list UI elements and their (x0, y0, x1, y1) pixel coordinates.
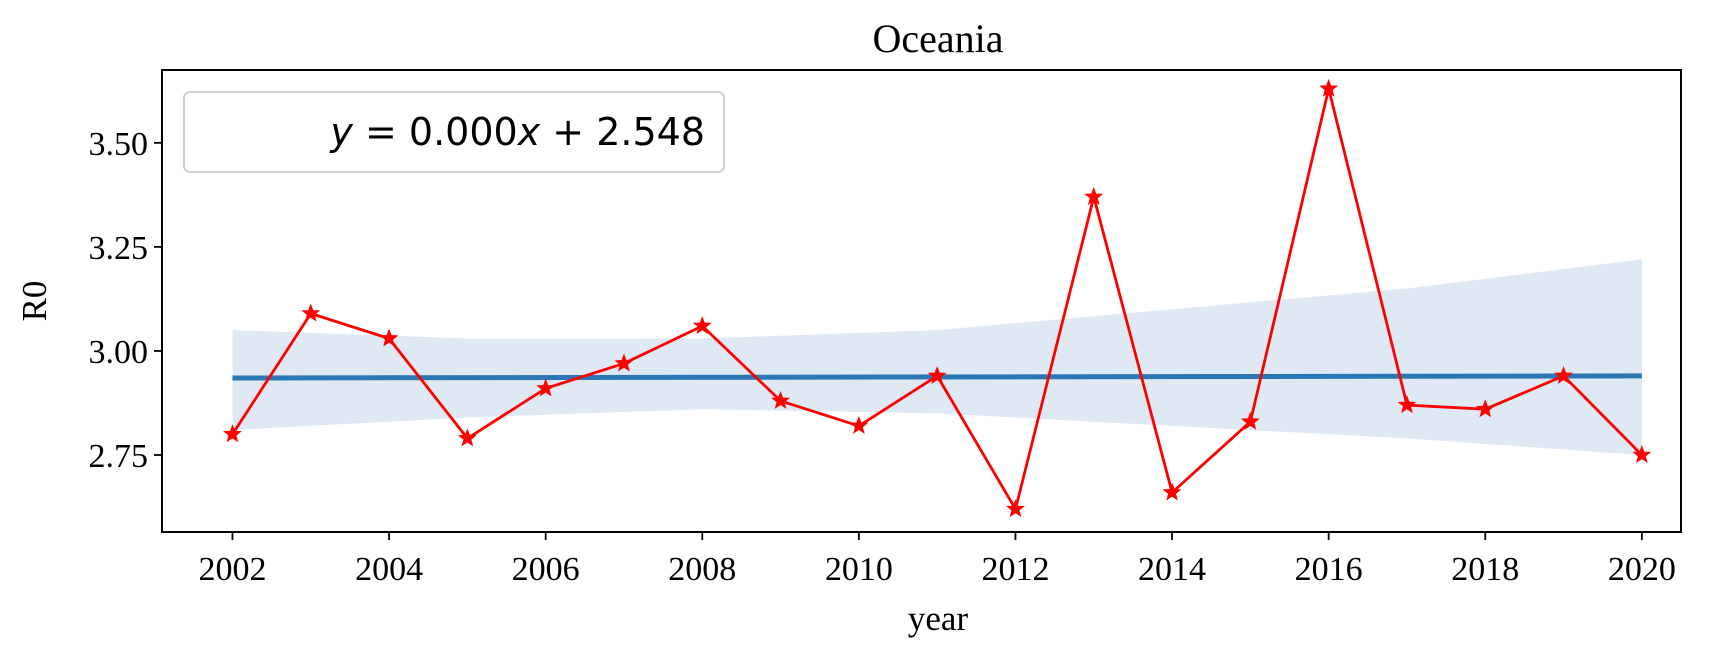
data-point (614, 353, 634, 372)
data-point (1162, 482, 1182, 501)
x-tick-label: 2018 (1451, 551, 1519, 588)
data-point (849, 415, 869, 434)
y-tick-label: 3.25 (89, 230, 149, 267)
confidence-band (232, 259, 1642, 455)
data-point (1397, 395, 1417, 414)
data-point (1084, 187, 1104, 205)
data-point (927, 366, 947, 384)
plot-frame (161, 69, 1682, 533)
x-tick-label: 2020 (1608, 551, 1676, 588)
x-tick-label: 2010 (825, 551, 893, 588)
y-axis-label: R0 (15, 281, 54, 322)
data-point (1632, 445, 1652, 464)
y-tick-label: 3.50 (89, 126, 149, 163)
y-tick-label: 2.75 (89, 438, 149, 475)
data-point (1006, 499, 1025, 518)
x-tick-label: 2006 (512, 551, 580, 588)
legend-equation: y = 0.000x + 2.548 (329, 110, 705, 154)
data-point (457, 428, 477, 447)
x-tick-label: 2014 (1138, 551, 1206, 588)
x-tick-label: 2016 (1295, 551, 1363, 588)
data-point (1240, 411, 1260, 430)
plot-area (223, 78, 1652, 518)
x-tick-label: 2008 (668, 551, 736, 588)
data-point (1475, 399, 1495, 418)
x-axis-label: year (908, 599, 969, 638)
data-point (223, 424, 242, 443)
x-tick-label: 2004 (355, 551, 423, 588)
data-point (771, 390, 790, 409)
data-point (536, 378, 556, 397)
data-point (692, 316, 712, 334)
chart-title: Oceania (872, 16, 1003, 61)
x-tick-label: 2002 (198, 551, 266, 588)
axes: 2002 2004 2006 2008 2010 2012 2014 2016 2018 2020… (89, 126, 1676, 588)
data-point (1319, 78, 1339, 97)
x-tick-label: 2012 (981, 551, 1049, 588)
legend-box (183, 91, 725, 173)
data-point (301, 303, 321, 322)
legend: y = 0.000x + 2.548 (183, 91, 725, 173)
y-tick-label: 3.00 (89, 334, 149, 371)
data-point (379, 328, 399, 347)
data-point (1554, 366, 1573, 384)
